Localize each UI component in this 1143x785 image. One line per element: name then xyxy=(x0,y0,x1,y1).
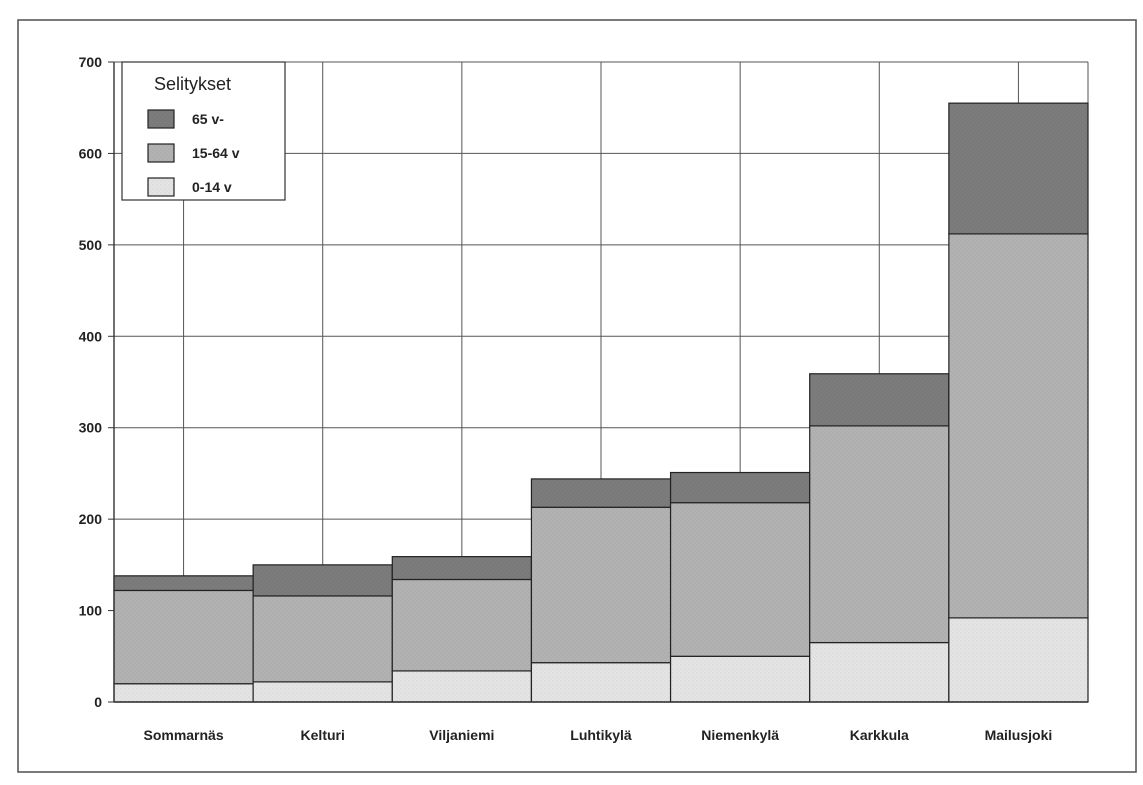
bar-segment-texture xyxy=(253,681,393,702)
x-tick-label: Sommarnäs xyxy=(143,727,223,743)
bar-segment-texture xyxy=(253,564,393,596)
legend: Selitykset 65 v- 15-64 v 0-14 v xyxy=(121,61,286,201)
bar-segment-texture xyxy=(809,642,949,702)
x-tick-label: Karkkula xyxy=(850,727,909,743)
y-tick-label: 0 xyxy=(94,694,102,710)
bar-segment-texture xyxy=(670,502,810,657)
y-tick-label: 400 xyxy=(79,328,103,344)
bar-segment-texture xyxy=(392,579,532,671)
legend-entry-label: 0-14 v xyxy=(192,179,232,195)
bar-segment-texture xyxy=(531,478,671,508)
x-tick-label: Mailusjoki xyxy=(985,727,1053,743)
bars xyxy=(113,102,1089,703)
bar-segment-texture xyxy=(809,425,949,643)
y-tick-label: 100 xyxy=(79,603,103,619)
legend-entry-label: 15-64 v xyxy=(192,145,240,161)
bar-segment-texture xyxy=(114,683,254,702)
x-tick-label: Kelturi xyxy=(301,727,345,743)
y-tick-label: 700 xyxy=(79,54,103,70)
x-tick-label: Luhtikylä xyxy=(570,727,632,743)
bar-segment-texture xyxy=(531,662,671,702)
y-tick-label: 200 xyxy=(79,511,103,527)
bar-segment-texture xyxy=(809,373,949,426)
legend-swatch-texture xyxy=(148,144,174,162)
bar-segment-texture xyxy=(670,472,810,503)
bar-segment-texture xyxy=(948,617,1088,702)
bar-segment-texture xyxy=(531,507,671,663)
bar-segment-texture xyxy=(114,590,254,684)
y-tick-label: 600 xyxy=(79,145,103,161)
axes: 0 100 200 300 400 500 600 700 Sommarnäs Kelturi Vi… xyxy=(79,54,1088,743)
bar-segment-texture xyxy=(253,595,393,682)
bar-segment-texture xyxy=(392,556,532,580)
bar-segment-texture xyxy=(392,670,532,702)
legend-entry-label: 65 v- xyxy=(192,111,224,127)
x-tick-label: Viljaniemi xyxy=(429,727,494,743)
legend-swatch-texture xyxy=(148,178,174,196)
bar-segment-texture xyxy=(948,233,1088,618)
legend-box xyxy=(121,61,286,201)
legend-swatch-texture xyxy=(148,110,174,128)
y-tick-label: 500 xyxy=(79,237,103,253)
x-tick-label: Niemenkylä xyxy=(701,727,779,743)
y-tick-label: 300 xyxy=(79,420,103,436)
bar-segment-texture xyxy=(948,103,1088,234)
bar-segment-texture xyxy=(670,656,810,702)
bar-segment-texture xyxy=(114,575,254,591)
legend-title: Selitykset xyxy=(154,74,231,94)
